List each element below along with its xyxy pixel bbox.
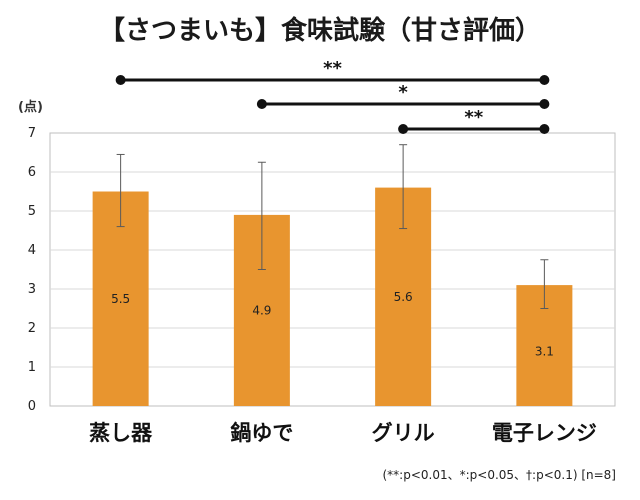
significance-dot-start [115, 75, 126, 85]
significance-dot-end [539, 124, 550, 134]
data-label: 5.6 [394, 290, 413, 304]
significance-footnote: (**:p<0.01、*:p<0.05、†:p<0.1) [n=8] [382, 468, 616, 482]
x-category-label: 鍋ゆで [230, 421, 293, 445]
y-axis-unit-label: (点) [18, 100, 43, 115]
y-tick-label: 6 [28, 165, 36, 180]
y-tick-label: 7 [28, 126, 36, 141]
data-label: 3.1 [535, 345, 554, 359]
significance-label: * [398, 82, 408, 103]
data-label: 4.9 [252, 303, 271, 317]
significance-dot-start [256, 99, 267, 109]
bar [92, 191, 149, 406]
significance-dot-start [398, 124, 409, 134]
data-label: 5.5 [111, 292, 130, 306]
significance-dot-end [539, 99, 550, 109]
significance-label: ** [464, 107, 483, 128]
significance-label: ** [323, 58, 342, 79]
x-category-label: グリル [372, 421, 435, 445]
y-tick-label: 0 [28, 399, 36, 414]
plot-frame [49, 132, 616, 407]
y-tick-label: 3 [28, 282, 36, 297]
chart-title: 【さつまいも】食味試験（甘さ評価） [98, 16, 541, 46]
x-category-label: 電子レンジ [492, 421, 597, 445]
y-tick-label: 5 [28, 204, 36, 219]
x-category-label: 蒸し器 [89, 421, 153, 445]
y-tick-label: 4 [28, 243, 36, 258]
y-tick-label: 1 [28, 360, 36, 375]
significance-dot-end [539, 75, 550, 85]
y-tick-label: 2 [28, 321, 36, 336]
